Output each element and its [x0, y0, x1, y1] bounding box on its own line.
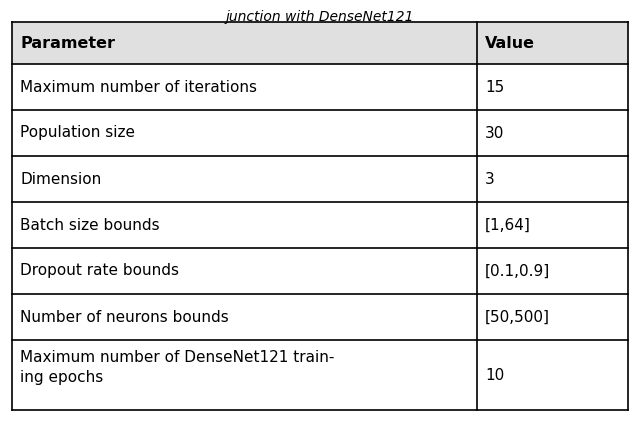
Bar [12, 156, 628, 202]
Bar [12, 340, 628, 410]
Bar [12, 248, 628, 294]
Text: Dropout rate bounds: Dropout rate bounds [20, 263, 179, 279]
Bar [12, 22, 628, 64]
Text: 15: 15 [485, 79, 504, 95]
Text: 3: 3 [485, 171, 495, 187]
Text: 10: 10 [485, 368, 504, 382]
Text: junction with DenseNet121: junction with DenseNet121 [226, 10, 414, 24]
Text: Maximum number of DenseNet121 train-
ing epochs: Maximum number of DenseNet121 train- ing… [20, 350, 334, 385]
Bar [12, 294, 628, 340]
Bar [12, 202, 628, 248]
Text: Value: Value [485, 36, 535, 50]
Text: Parameter: Parameter [20, 36, 115, 50]
Text: Number of neurons bounds: Number of neurons bounds [20, 309, 228, 325]
Text: Dimension: Dimension [20, 171, 101, 187]
Bar [12, 64, 628, 110]
Text: [50,500]: [50,500] [485, 309, 550, 325]
Text: 30: 30 [485, 125, 504, 141]
Text: [0.1,0.9]: [0.1,0.9] [485, 263, 550, 279]
Text: Population size: Population size [20, 125, 135, 141]
Text: Batch size bounds: Batch size bounds [20, 217, 159, 233]
Bar [12, 110, 628, 156]
Text: Maximum number of iterations: Maximum number of iterations [20, 79, 257, 95]
Text: [1,64]: [1,64] [485, 217, 531, 233]
